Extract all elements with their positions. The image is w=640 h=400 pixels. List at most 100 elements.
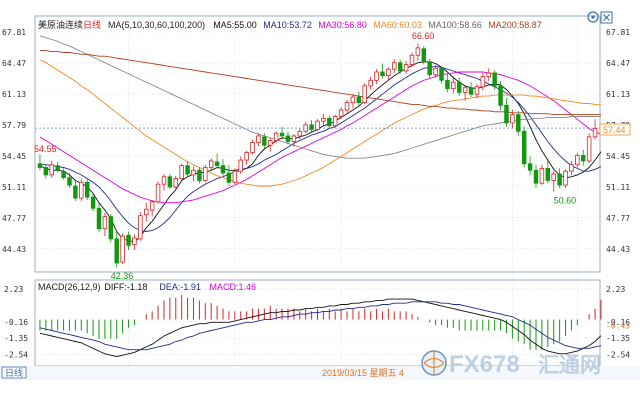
candle-body — [61, 170, 66, 179]
candle-body — [462, 87, 468, 93]
candle-body — [521, 130, 527, 165]
price-tick-left: 61.13 — [2, 90, 26, 99]
candle-body — [79, 181, 84, 199]
period-tag: 日线 — [83, 19, 101, 30]
candle-body — [332, 116, 338, 127]
local-high-annotation: 54.55 — [34, 144, 57, 154]
ma-legend-item: MA5:55.00 — [213, 20, 257, 30]
gear-icon[interactable] — [587, 11, 599, 23]
candle-body — [73, 185, 78, 199]
candle-body — [67, 177, 72, 186]
close-icon[interactable] — [600, 11, 613, 24]
price-tick-right: 67.81 — [606, 28, 630, 37]
price-tick-left: 51.11 — [2, 183, 26, 192]
candle-body — [149, 201, 155, 211]
price-tick-right: 64.47 — [606, 59, 630, 68]
candle-body — [250, 142, 255, 154]
candle-body — [291, 135, 297, 142]
macd-tick-right: -2.54 — [606, 350, 630, 359]
candle-body — [309, 124, 314, 130]
candle-body — [533, 169, 539, 184]
ma-legend-item: MA30:56.80 — [318, 20, 367, 30]
candle-body — [439, 67, 444, 81]
globe-lines — [423, 351, 445, 375]
period-button-label: 日线 — [5, 367, 23, 378]
candle-body — [262, 136, 267, 146]
price-tick-left: 44.43 — [2, 245, 26, 254]
price-tick-right: 61.13 — [606, 90, 630, 99]
candle-body — [120, 235, 125, 263]
macd-tick-right: -1.35 — [606, 334, 630, 343]
period-button[interactable]: 日线 — [1, 366, 27, 379]
macd-tick-right: -0.16 — [606, 318, 630, 327]
candle-body — [592, 128, 598, 138]
candle-body — [356, 96, 362, 103]
candle-body — [380, 71, 385, 77]
candle-body — [397, 62, 403, 72]
candle-body — [480, 76, 486, 88]
candle-body — [114, 238, 119, 264]
candle-body — [197, 169, 202, 181]
candle-body — [226, 172, 232, 183]
candle-body — [37, 163, 43, 168]
candle-body — [173, 178, 179, 188]
candle-body — [179, 165, 184, 180]
dea-line — [39, 301, 602, 351]
candle-body — [433, 67, 438, 76]
candle-body — [303, 124, 308, 132]
price-tick-right: 47.77 — [606, 214, 630, 223]
macd-tick-left: -2.54 — [4, 350, 28, 359]
candle-body — [498, 85, 503, 106]
price-panel — [34, 15, 601, 273]
candle-body — [344, 102, 350, 111]
candle-body — [297, 130, 303, 137]
candle-body — [185, 165, 190, 175]
candle-body — [273, 132, 279, 141]
price-tick-right: 54.45 — [606, 152, 630, 161]
candle-body — [55, 165, 60, 171]
ma-legend: MA(5,10,30,60,100,200) MA5:55.00 MA10:53.7… — [108, 20, 542, 30]
price-tick-right: 44.43 — [606, 245, 630, 254]
candle-body — [551, 173, 556, 181]
fx678-watermark: FX678 汇通网 — [421, 350, 601, 378]
high-annotation: 66.60 — [412, 31, 435, 41]
candle-body — [386, 68, 391, 77]
macd-legend: MACD(26,12,9) DIFF:-1.18 DEA:-1.91 MACD:1.4… — [38, 282, 256, 292]
macd-panel — [34, 279, 601, 367]
macd-legend-item: MACD:1.46 — [210, 282, 257, 292]
candle-body — [315, 120, 320, 130]
ma-line-ma60 — [39, 59, 601, 187]
candle-body — [445, 79, 450, 90]
low-annotation: 42.36 — [111, 271, 134, 281]
candle-body — [403, 64, 409, 72]
candle-body — [43, 167, 49, 176]
time-axis-bar — [0, 366, 640, 380]
candle-body — [415, 47, 421, 56]
candle-body — [409, 54, 415, 65]
price-tick-left: 64.47 — [2, 59, 26, 68]
macd-legend-item: DIFF:-1.18 — [104, 282, 147, 292]
candle-body — [338, 109, 344, 117]
candle-body — [510, 114, 515, 124]
candle-body — [108, 216, 114, 240]
ma-line-ma30 — [39, 71, 602, 204]
candle-body — [575, 155, 580, 166]
ma-legend-item: MA100:58.66 — [428, 20, 482, 30]
candle-body — [421, 48, 427, 63]
price-tick-right: 51.11 — [606, 183, 630, 192]
candle-body — [102, 216, 108, 230]
macd-legend-params: MACD(26,12,9) — [38, 282, 101, 292]
candle-body — [451, 81, 456, 90]
diff-line — [39, 298, 602, 357]
candle-body — [468, 87, 474, 95]
candle-body — [527, 163, 533, 171]
macd-legend-item: DEA:-1.91 — [159, 282, 201, 292]
candle-body — [456, 81, 462, 93]
candle-body — [132, 237, 137, 245]
candle-body — [49, 164, 54, 176]
candle-body — [126, 234, 131, 246]
macd-tick-left: -0.16 — [4, 318, 28, 327]
candle-body — [569, 164, 574, 172]
candle-body — [362, 85, 367, 103]
candle-body — [545, 168, 551, 181]
